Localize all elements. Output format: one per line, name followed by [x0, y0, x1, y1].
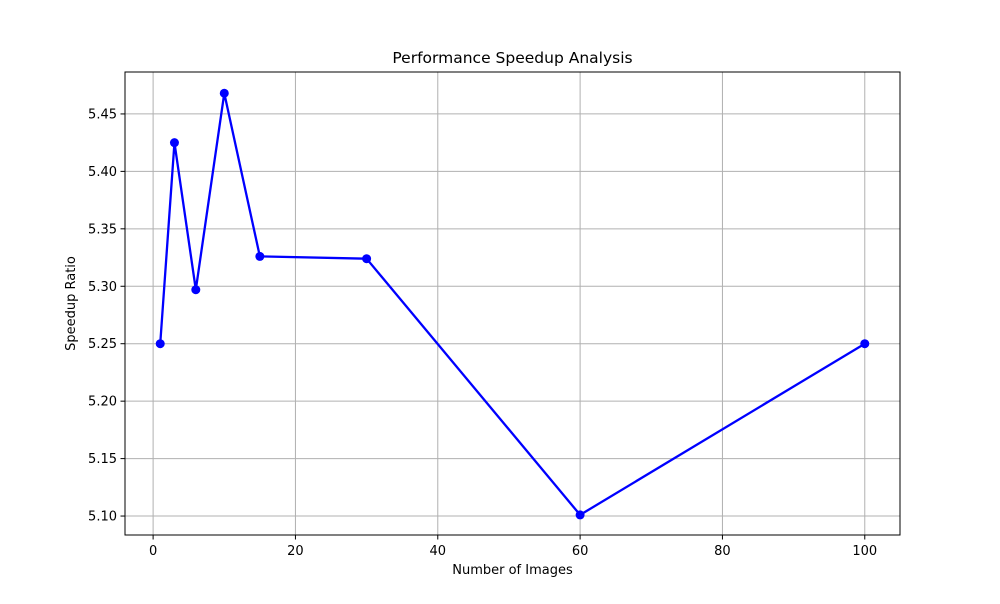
axis-ticks: 0 20 40 60 80 100 5.10 5.15 5.20 5.25 5.30 5.35 5.40…	[88, 107, 877, 559]
data-point-marker	[219, 88, 229, 98]
x-axis-label: Number of Images	[452, 563, 573, 578]
y-tick-label: 5.10	[88, 510, 117, 525]
y-tick-label: 5.30	[88, 280, 117, 295]
y-tick-label: 5.20	[88, 395, 117, 410]
x-tick-label: 80	[714, 544, 731, 559]
x-tick-label: 20	[287, 544, 304, 559]
data-point-marker	[362, 254, 372, 264]
series-line	[159, 92, 866, 517]
data-point-marker	[255, 251, 265, 261]
y-tick-label: 5.25	[88, 337, 117, 352]
plot-area-frame	[124, 71, 901, 536]
data-point-marker	[575, 510, 585, 520]
x-tick-label: 40	[430, 544, 447, 559]
data-point-marker	[860, 339, 870, 349]
y-tick-label: 5.40	[88, 165, 117, 180]
data-series	[155, 88, 870, 520]
data-point-marker	[169, 138, 179, 148]
x-tick-label: 0	[149, 544, 157, 559]
y-tick-label: 5.45	[88, 107, 117, 122]
y-tick-label: 5.35	[88, 222, 117, 237]
data-point-marker	[191, 285, 201, 295]
chart-title: Performance Speedup Analysis	[392, 49, 632, 67]
x-tick-label: 100	[852, 544, 877, 559]
x-tick-label: 60	[572, 544, 589, 559]
data-point-marker	[155, 339, 165, 349]
y-tick-label: 5.15	[88, 452, 117, 467]
y-axis-label: Speedup Ratio	[64, 256, 79, 351]
